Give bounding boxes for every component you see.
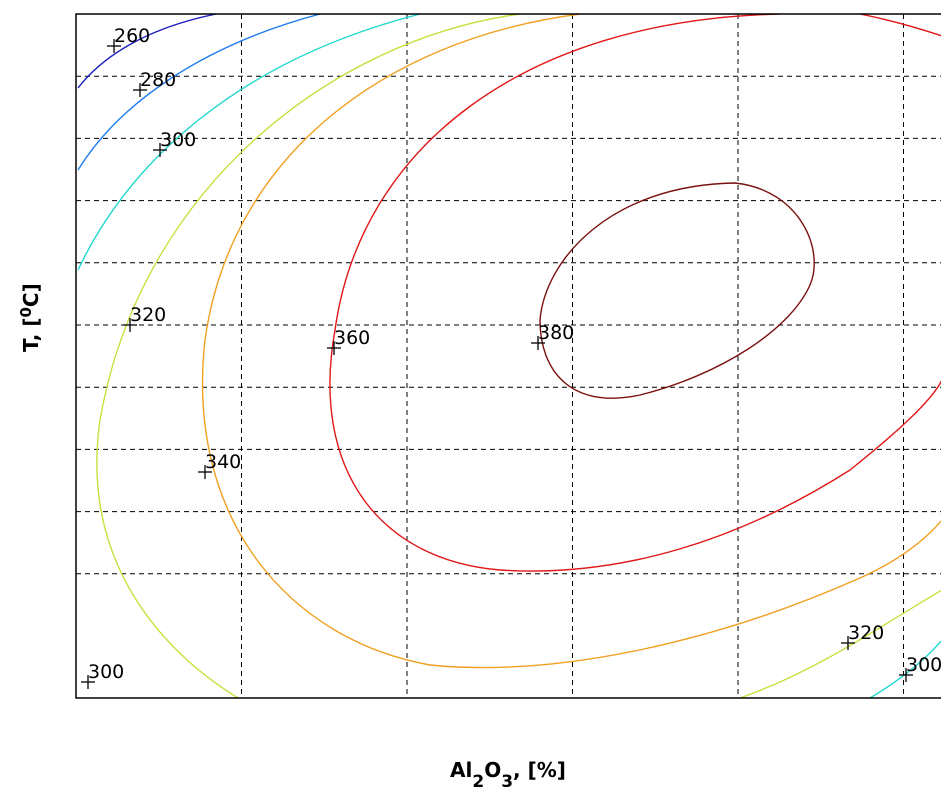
contour-line-340 (201, 14, 941, 669)
y-axis-label-sup: 0 (17, 307, 35, 317)
contour-label-300: 300 (153, 129, 196, 157)
contour-label-text: 360 (334, 327, 370, 349)
contour-label-text: 300 (906, 654, 941, 676)
contour-label-text: 320 (130, 304, 166, 326)
contour-label-300: 300 (81, 661, 124, 689)
contour-label-text: 260 (114, 25, 150, 47)
x-axis-label-suffix: , [%] (513, 758, 566, 782)
x-axis-label: Al2O3, [%] (450, 758, 566, 792)
contour-lines (77, 14, 941, 698)
contour-labels: 260 280 300 320 340 360 380 300 320 300 (81, 25, 941, 689)
contour-line-380 (539, 182, 815, 399)
y-axis-label-suffix: C] (19, 283, 43, 307)
contour-label-text: 380 (538, 322, 574, 344)
contour-line-360 (329, 14, 941, 572)
contour-label-260: 260 (107, 25, 150, 53)
contour-label-320: 320 (123, 304, 166, 332)
contour-line-280 (77, 14, 321, 171)
y-axis-label: T, [0C] (17, 283, 43, 352)
contour-label-360: 360 (327, 327, 370, 355)
x-axis-label-base: Al (450, 758, 472, 782)
contour-label-340: 340 (198, 451, 241, 479)
x-axis-label-mid: O (484, 758, 501, 782)
contour-label-text: 320 (848, 622, 884, 644)
x-axis-label-sub1: 2 (472, 772, 484, 792)
x-axis-label-sub2: 3 (501, 772, 513, 792)
contour-label-text: 300 (160, 129, 196, 151)
contour-line-320 (739, 589, 941, 698)
y-axis-label-base: T, [ (19, 318, 43, 353)
contour-label-380: 380 (531, 322, 574, 350)
contour-line-300 (869, 640, 941, 698)
contour-line-260 (77, 14, 217, 89)
contour-label-text: 300 (88, 661, 124, 683)
contour-label-280: 280 (133, 69, 176, 97)
grid-lines (76, 14, 941, 698)
contour-label-text: 340 (205, 451, 241, 473)
contour-line-300 (77, 14, 421, 271)
contour-label-300: 300 (899, 654, 941, 682)
contour-label-text: 280 (140, 69, 176, 91)
contour-line-320 (96, 14, 521, 698)
contour-label-320: 320 (841, 622, 884, 650)
plot-frame (75, 13, 941, 699)
